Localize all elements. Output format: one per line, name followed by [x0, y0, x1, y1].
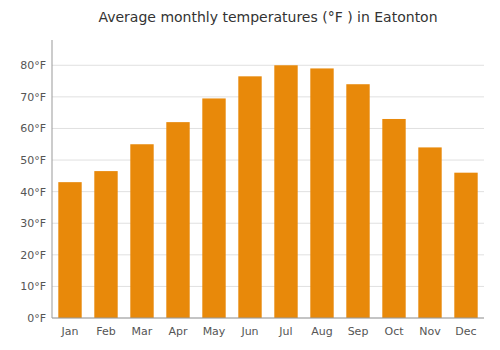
x-tick-label: Nov — [419, 325, 441, 338]
bar — [454, 173, 477, 318]
bar — [274, 65, 297, 318]
x-tick-label: Mar — [132, 325, 153, 338]
chart-svg: Average monthly temperatures (°F ) in Ea… — [0, 0, 500, 350]
x-tick-label: May — [203, 325, 226, 338]
bar — [346, 84, 369, 318]
bar — [94, 171, 117, 318]
y-grid — [52, 65, 484, 318]
bar — [382, 119, 405, 318]
y-tick-label: 50°F — [20, 154, 46, 167]
y-axis-line — [52, 40, 53, 318]
bar — [238, 76, 261, 318]
bar — [310, 68, 333, 318]
y-tick-label: 80°F — [20, 59, 46, 72]
chart-container: Average monthly temperatures (°F ) in Ea… — [0, 0, 500, 350]
bar — [58, 182, 81, 318]
bar — [418, 147, 441, 318]
y-tick-label: 10°F — [20, 280, 46, 293]
y-tick-label: 40°F — [20, 186, 46, 199]
x-axis-line — [52, 318, 484, 319]
bar — [202, 98, 225, 318]
x-tick-label: Sep — [348, 325, 369, 338]
grid-line — [52, 318, 484, 319]
x-tick-label: Oct — [384, 325, 404, 338]
grid-line — [52, 128, 484, 129]
y-tick-label: 0°F — [27, 312, 46, 325]
bars — [58, 65, 477, 318]
chart-title: Average monthly temperatures (°F ) in Ea… — [98, 9, 437, 25]
x-tick-label: Apr — [168, 325, 188, 338]
x-tick-label: Jun — [240, 325, 258, 338]
x-tick-label: Feb — [96, 325, 115, 338]
bar — [166, 122, 189, 318]
y-tick-label: 70°F — [20, 91, 46, 104]
x-tick-label: Dec — [455, 325, 476, 338]
x-tick-label: Jul — [278, 325, 292, 338]
y-tick-label: 30°F — [20, 217, 46, 230]
y-tick-label: 60°F — [20, 122, 46, 135]
grid-line — [52, 65, 484, 66]
grid-line — [52, 96, 484, 97]
y-tick-label: 20°F — [20, 249, 46, 262]
x-tick-label: Jan — [61, 325, 79, 338]
bar — [130, 144, 153, 318]
x-tick-label: Aug — [311, 325, 332, 338]
